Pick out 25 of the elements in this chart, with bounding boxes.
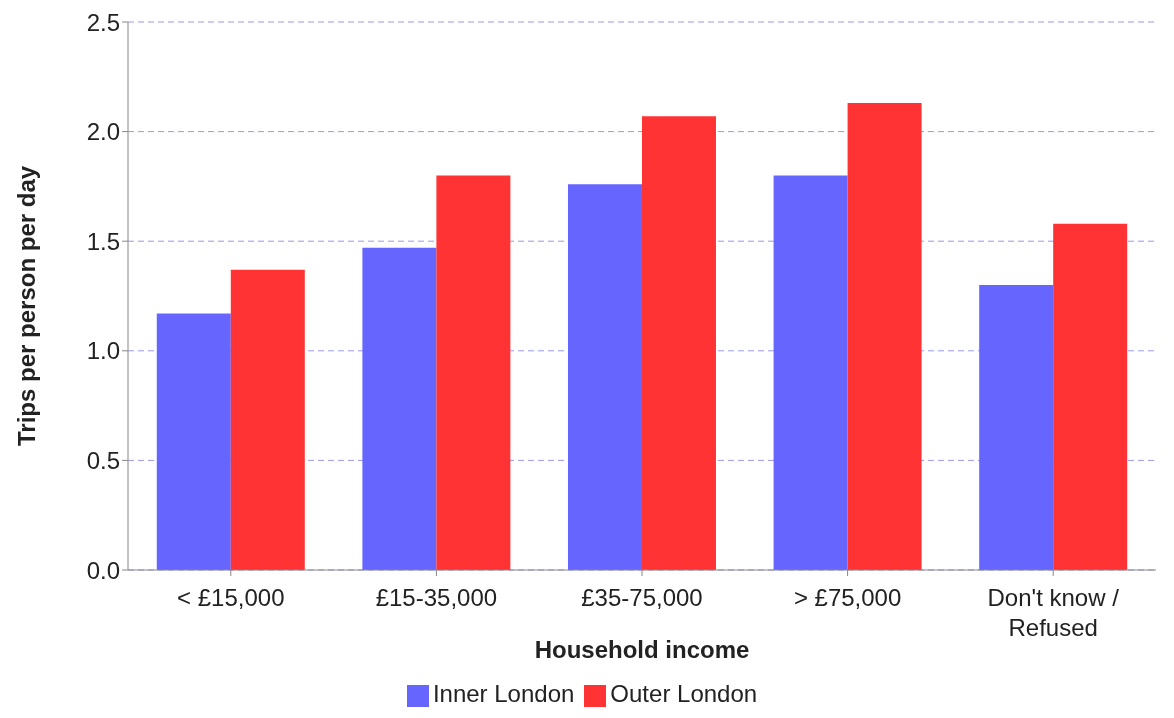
- x-tick-label: Don't know / Refused: [987, 584, 1120, 641]
- legend-label: Inner London: [432, 680, 575, 707]
- x-axis-title: Household income: [534, 636, 750, 663]
- y-axis-title: Trips per person per day: [12, 165, 40, 446]
- x-tick-label: £15-35,000: [375, 584, 498, 611]
- bar: [979, 285, 1054, 570]
- bar: [156, 313, 231, 570]
- y-tick-label: 1.0: [86, 337, 120, 365]
- x-tick-label: £35-75,000: [581, 584, 703, 611]
- y-tick-label: 2.0: [86, 118, 120, 146]
- y-tick-label: 2.5: [86, 8, 120, 36]
- bar: [1053, 223, 1128, 570]
- bar: [773, 175, 848, 570]
- y-tick-label: 0.5: [86, 446, 120, 474]
- bar: [847, 103, 922, 570]
- y-tick-label: 1.5: [86, 227, 120, 255]
- bar: [436, 175, 511, 570]
- legend-label: Outer London: [610, 680, 758, 707]
- bar: [567, 184, 642, 570]
- bar: [230, 269, 305, 570]
- bar: [362, 247, 437, 570]
- x-tick-label: < £15,000: [177, 584, 285, 611]
- bar: [641, 116, 716, 570]
- y-tick-label: 0.0: [86, 556, 120, 584]
- x-tick-label: > £75,000: [793, 584, 902, 611]
